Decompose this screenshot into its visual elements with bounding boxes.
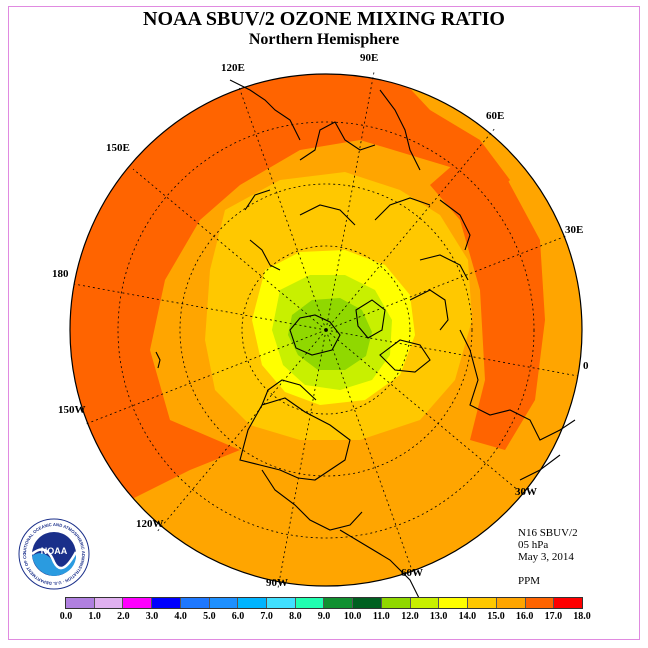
colorbar-swatch <box>324 598 354 608</box>
colorbar-swatch <box>439 598 469 608</box>
noaa-logo: NATIONAL OCEANIC AND ATMOSPHERIC ADMINIS… <box>18 518 90 590</box>
colorbar-swatch <box>410 598 440 608</box>
colorbar-tick-label: 8.0 <box>289 611 302 622</box>
colorbar-swatch <box>468 598 497 608</box>
colorbar-swatch <box>381 598 411 608</box>
map-title: NOAA SBUV/2 OZONE MIXING RATIO <box>143 8 505 30</box>
colorbar <box>66 598 582 608</box>
colorbar-swatch <box>295 598 325 608</box>
colorbar-tick-label: 17.0 <box>544 611 563 622</box>
coastlines <box>155 79 576 601</box>
contour-16-east <box>430 150 545 450</box>
map-subtitle: Northern Hemisphere <box>248 31 400 48</box>
longitude-label-0: 0 <box>583 360 589 372</box>
longitude-label-150w: 150W <box>58 404 86 416</box>
colorbar-swatch <box>525 598 555 608</box>
colorbar-tick-label: 0.0 <box>59 611 73 622</box>
colorbar-tick-label: 16.0 <box>515 611 534 622</box>
longitude-label-30w: 30W <box>515 486 537 498</box>
colorbar-tick-label: 2.0 <box>117 611 130 622</box>
date-label: May 3, 2014 <box>518 551 574 563</box>
map-boundary <box>69 73 583 587</box>
longitude-label-30e: 30E <box>565 224 584 236</box>
longitude-label-120w: 120W <box>136 518 164 530</box>
colorbar-swatch <box>94 598 124 608</box>
colorbar-tick-label: 18.0 <box>573 611 591 622</box>
colorbar-tick-label: 14.0 <box>458 611 477 622</box>
colorbar-tick-label: 12.0 <box>401 611 419 622</box>
colorbar-swatch <box>209 598 239 608</box>
longitude-label-90w: 90W <box>266 577 288 589</box>
longitude-label-90e: 90E <box>360 52 379 64</box>
units-label: PPM <box>518 575 541 587</box>
longitude-label-150e: 150E <box>106 142 130 154</box>
colorbar-swatch <box>496 598 526 608</box>
colorbar-tick-label: 11.0 <box>372 611 390 622</box>
longitude-label-180: 180 <box>52 268 69 280</box>
colorbar-tick-label: 6.0 <box>231 611 245 622</box>
logo-text: NOAA <box>41 546 68 556</box>
graticule <box>73 71 579 589</box>
longitude-label-60e: 60E <box>486 110 505 122</box>
colorbar-swatch <box>152 598 181 608</box>
longitude-label-60w: 60W <box>401 567 423 579</box>
colorbar-swatch <box>267 598 296 608</box>
pressure-level-label: 05 hPa <box>518 539 549 551</box>
colorbar-swatch <box>353 598 382 608</box>
colorbar-swatch <box>238 598 268 608</box>
instrument-label: N16 SBUV/2 <box>518 527 578 539</box>
colorbar-tick-label: 10.0 <box>343 611 362 622</box>
colorbar-swatch <box>180 598 210 608</box>
colorbar-tick-label: 7.0 <box>260 611 273 622</box>
colorbar-tick-label: 9.0 <box>317 611 331 622</box>
colorbar-tick-label: 5.0 <box>203 611 216 622</box>
colorbar-swatch <box>123 598 153 608</box>
longitude-label-120e: 120E <box>221 62 245 74</box>
colorbar-swatch <box>66 598 95 608</box>
colorbar-frame <box>65 597 583 609</box>
colorbar-tick-label: 1.0 <box>88 611 101 622</box>
colorbar-tick-label: 4.0 <box>174 611 187 622</box>
colorbar-tick-label: 15.0 <box>487 611 505 622</box>
colorbar-swatch <box>554 598 582 608</box>
colorbar-tick-label: 3.0 <box>145 611 159 622</box>
colorbar-tick-label: 13.0 <box>429 611 448 622</box>
